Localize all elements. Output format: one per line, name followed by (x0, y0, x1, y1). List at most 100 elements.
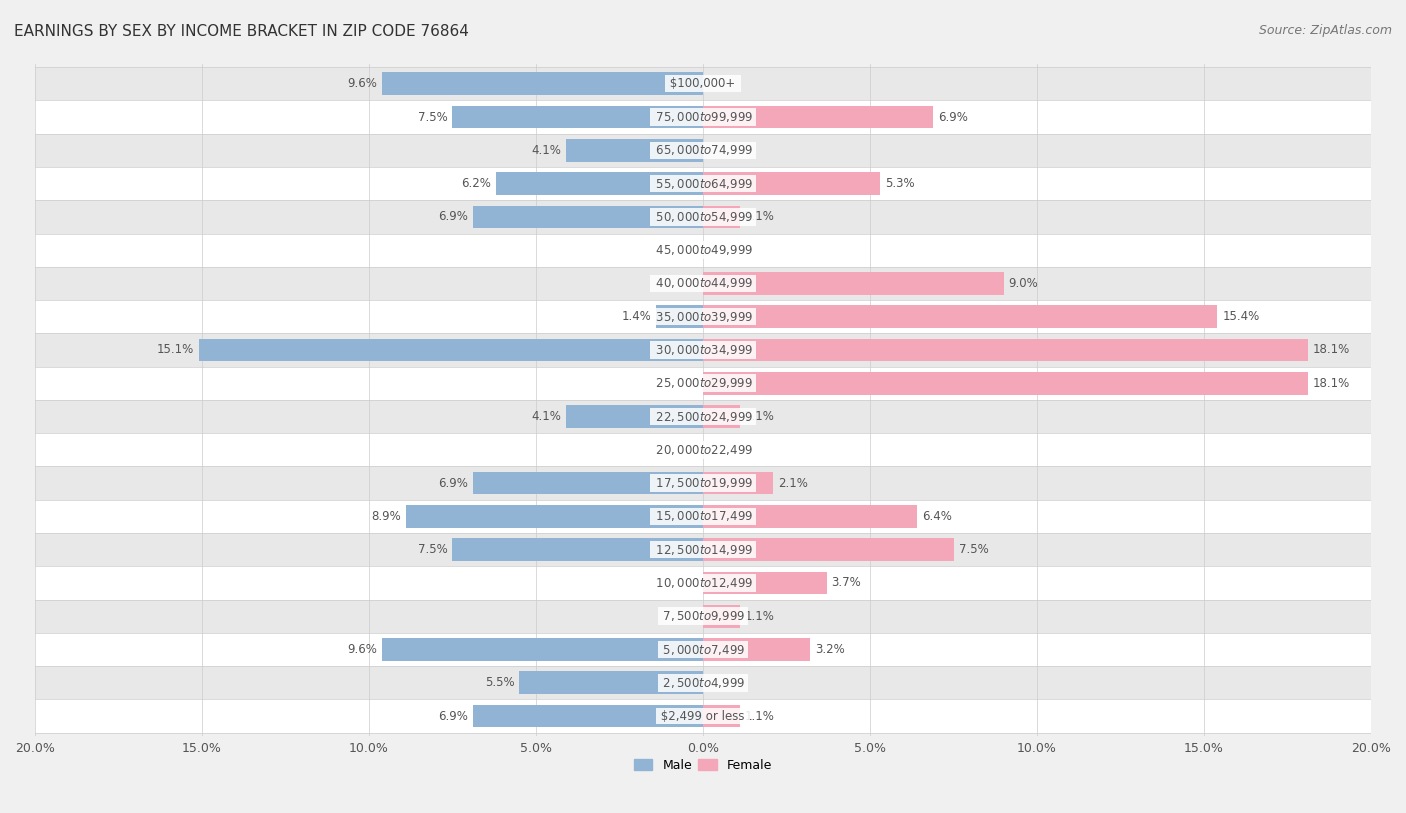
Bar (657, 306, 703, 328)
Text: 1.4%: 1.4% (621, 311, 651, 324)
Text: Source: ZipAtlas.com: Source: ZipAtlas.com (1258, 24, 1392, 37)
Text: 8.9%: 8.9% (371, 510, 401, 523)
Text: $40,000 to $44,999: $40,000 to $44,999 (652, 276, 754, 290)
Text: $5,000 to $7,499: $5,000 to $7,499 (659, 642, 747, 657)
Text: $7,500 to $9,999: $7,500 to $9,999 (659, 609, 747, 624)
Text: 1.1%: 1.1% (745, 710, 775, 723)
Bar (35, 200, 1371, 233)
Text: 4.1%: 4.1% (531, 144, 561, 157)
Bar (35, 400, 1371, 433)
Bar (35, 367, 1371, 400)
Text: $22,500 to $24,999: $22,500 to $24,999 (652, 410, 754, 424)
Bar (35, 500, 1371, 533)
Legend: Male, Female: Male, Female (628, 754, 778, 777)
Text: $100,000+: $100,000+ (666, 77, 740, 90)
Bar (496, 172, 703, 195)
Text: $50,000 to $54,999: $50,000 to $54,999 (652, 210, 754, 224)
Text: EARNINGS BY SEX BY INCOME BRACKET IN ZIP CODE 76864: EARNINGS BY SEX BY INCOME BRACKET IN ZIP… (14, 24, 470, 39)
Text: $75,000 to $99,999: $75,000 to $99,999 (652, 110, 754, 124)
Bar (35, 333, 1371, 367)
Bar (35, 600, 1371, 633)
Text: $2,500 to $4,999: $2,500 to $4,999 (659, 676, 747, 689)
Bar (453, 538, 703, 561)
Bar (703, 405, 740, 428)
Bar (35, 633, 1371, 666)
Bar (35, 67, 1371, 100)
Bar (703, 472, 773, 494)
Bar (703, 505, 917, 528)
Text: 6.9%: 6.9% (437, 710, 468, 723)
Text: $17,500 to $19,999: $17,500 to $19,999 (652, 476, 754, 490)
Bar (35, 300, 1371, 333)
Text: 9.6%: 9.6% (347, 643, 377, 656)
Text: 9.0%: 9.0% (1008, 277, 1039, 290)
Text: 2.1%: 2.1% (778, 476, 808, 489)
Bar (35, 267, 1371, 300)
Text: 18.1%: 18.1% (1313, 343, 1350, 356)
Text: 15.1%: 15.1% (156, 343, 194, 356)
Text: 9.6%: 9.6% (347, 77, 377, 90)
Text: 6.9%: 6.9% (437, 211, 468, 224)
Text: 7.5%: 7.5% (959, 543, 988, 556)
Bar (703, 638, 810, 661)
Bar (703, 172, 880, 195)
Bar (703, 705, 740, 728)
Text: 15.4%: 15.4% (1222, 311, 1260, 324)
Text: 6.2%: 6.2% (461, 177, 491, 190)
Text: 7.5%: 7.5% (418, 111, 447, 124)
Bar (519, 672, 703, 694)
Bar (703, 538, 953, 561)
Text: 18.1%: 18.1% (1313, 376, 1350, 389)
Bar (567, 139, 703, 162)
Bar (703, 206, 740, 228)
Text: $15,000 to $17,499: $15,000 to $17,499 (652, 510, 754, 524)
Bar (472, 705, 703, 728)
Bar (35, 133, 1371, 167)
Bar (703, 272, 1004, 295)
Bar (35, 533, 1371, 567)
Bar (703, 605, 740, 628)
Text: $55,000 to $64,999: $55,000 to $64,999 (652, 176, 754, 190)
Text: $65,000 to $74,999: $65,000 to $74,999 (652, 143, 754, 157)
Bar (35, 666, 1371, 699)
Bar (567, 405, 703, 428)
Text: $12,500 to $14,999: $12,500 to $14,999 (652, 542, 754, 557)
Bar (703, 372, 1308, 394)
Text: 4.1%: 4.1% (531, 410, 561, 423)
Bar (472, 206, 703, 228)
Text: $2,499 or less: $2,499 or less (658, 710, 748, 723)
Text: $30,000 to $34,999: $30,000 to $34,999 (652, 343, 754, 357)
Text: 6.9%: 6.9% (938, 111, 969, 124)
Bar (35, 100, 1371, 133)
Bar (382, 72, 703, 95)
Text: 1.1%: 1.1% (745, 610, 775, 623)
Text: 1.1%: 1.1% (745, 211, 775, 224)
Bar (35, 233, 1371, 267)
Bar (406, 505, 703, 528)
Text: 6.9%: 6.9% (437, 476, 468, 489)
Bar (703, 572, 827, 594)
Text: 5.3%: 5.3% (884, 177, 915, 190)
Bar (35, 467, 1371, 500)
Bar (198, 339, 703, 361)
Bar (35, 167, 1371, 200)
Text: 5.5%: 5.5% (485, 676, 515, 689)
Text: 3.7%: 3.7% (831, 576, 862, 589)
Bar (703, 106, 934, 128)
Text: $25,000 to $29,999: $25,000 to $29,999 (652, 376, 754, 390)
Text: 1.1%: 1.1% (745, 410, 775, 423)
Bar (472, 472, 703, 494)
Text: 3.2%: 3.2% (815, 643, 845, 656)
Text: $35,000 to $39,999: $35,000 to $39,999 (652, 310, 754, 324)
Bar (35, 699, 1371, 733)
Bar (703, 339, 1308, 361)
Bar (382, 638, 703, 661)
Text: $45,000 to $49,999: $45,000 to $49,999 (652, 243, 754, 257)
Bar (453, 106, 703, 128)
Bar (35, 567, 1371, 600)
Bar (703, 306, 1218, 328)
Text: 7.5%: 7.5% (418, 543, 447, 556)
Text: 6.4%: 6.4% (922, 510, 952, 523)
Text: $10,000 to $12,499: $10,000 to $12,499 (652, 576, 754, 590)
Text: $20,000 to $22,499: $20,000 to $22,499 (652, 443, 754, 457)
